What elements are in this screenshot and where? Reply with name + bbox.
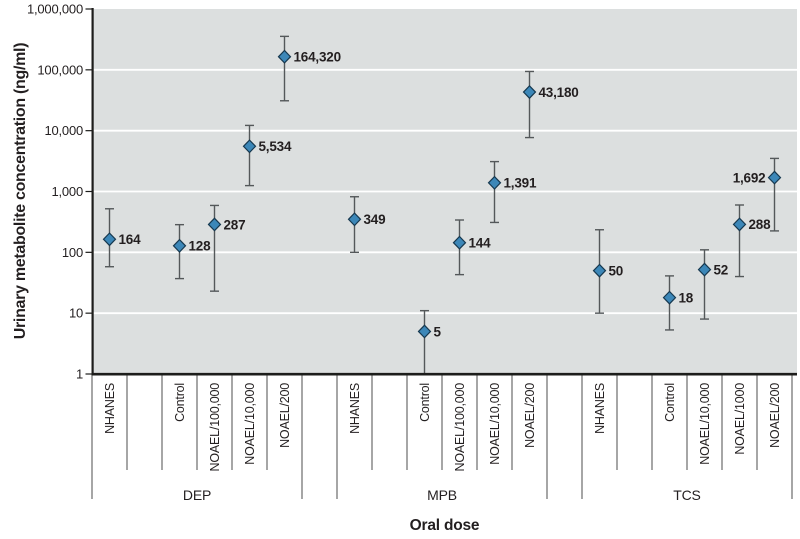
category-tick-label: NOAEL/1000 (733, 383, 747, 455)
y-axis-title: Urinary metabolite concentration (ng/ml) (12, 42, 29, 340)
group-label: TCS (673, 487, 700, 503)
data-point-label: 1,391 (504, 176, 537, 191)
category-tick-label: NOAEL/10,000 (698, 383, 712, 465)
data-point-label: 144 (469, 235, 492, 250)
group-label: DEP (183, 487, 211, 503)
data-point-marker (592, 263, 607, 278)
category-tick-label: NOAEL/200 (523, 383, 537, 448)
data-point-marker (417, 324, 432, 339)
data-point-label: 1,692 (733, 170, 766, 185)
data-point-marker (347, 212, 362, 227)
data-point-marker (487, 175, 502, 190)
category-tick-label: NOAEL/10,000 (488, 383, 502, 465)
x-axis-title: Oral dose (409, 517, 480, 534)
data-point-marker (277, 49, 292, 64)
data-point-label: 52 (714, 262, 729, 277)
category-tick-label: NOAEL/200 (278, 383, 292, 448)
data-point-marker (767, 170, 782, 185)
data-point-label: 5 (434, 324, 442, 339)
data-point-label: 18 (679, 290, 694, 305)
data-point-label: 43,180 (539, 85, 579, 100)
data-point-label: 349 (364, 212, 386, 227)
data-point-label: 5,534 (259, 139, 292, 154)
category-tick-label: NHANES (103, 383, 117, 434)
category-tick-label: NOAEL/100,000 (453, 383, 467, 472)
y-tick-label: 1,000,000 (27, 2, 83, 17)
data-point-label: 164,320 (294, 50, 341, 65)
y-tick-label: 10,000 (44, 123, 83, 138)
data-point-marker (102, 232, 117, 247)
data-point-marker (207, 217, 222, 232)
data-point-label: 287 (224, 217, 246, 232)
category-tick-label: Control (173, 383, 187, 422)
data-point-label: 288 (749, 217, 772, 232)
category-tick-label: NHANES (348, 383, 362, 434)
data-point-marker (697, 262, 712, 277)
data-point-marker (172, 238, 187, 253)
category-tick-label: NOAEL/10,000 (243, 383, 257, 465)
category-tick-label: Control (418, 383, 432, 422)
data-point-marker (452, 235, 467, 250)
y-tick-label: 100,000 (37, 62, 83, 77)
data-point-marker (242, 139, 257, 154)
data-point-marker (522, 84, 537, 100)
data-point-label: 50 (609, 263, 624, 278)
category-tick-label: NOAEL/100,000 (208, 383, 222, 472)
y-tick-label: 1 (76, 367, 83, 382)
category-tick-label: NHANES (593, 383, 607, 434)
y-tick-label: 100 (62, 245, 83, 260)
data-point-marker (662, 290, 677, 305)
data-point-marker (732, 217, 747, 232)
data-point-label: 164 (119, 232, 142, 247)
category-tick-label: NOAEL/200 (768, 383, 782, 448)
y-tick-label: 1,000 (51, 184, 83, 199)
group-label: MPB (427, 487, 457, 503)
y-tick-label: 10 (69, 306, 83, 321)
category-tick-label: Control (663, 383, 677, 422)
data-point-label: 128 (189, 239, 212, 254)
